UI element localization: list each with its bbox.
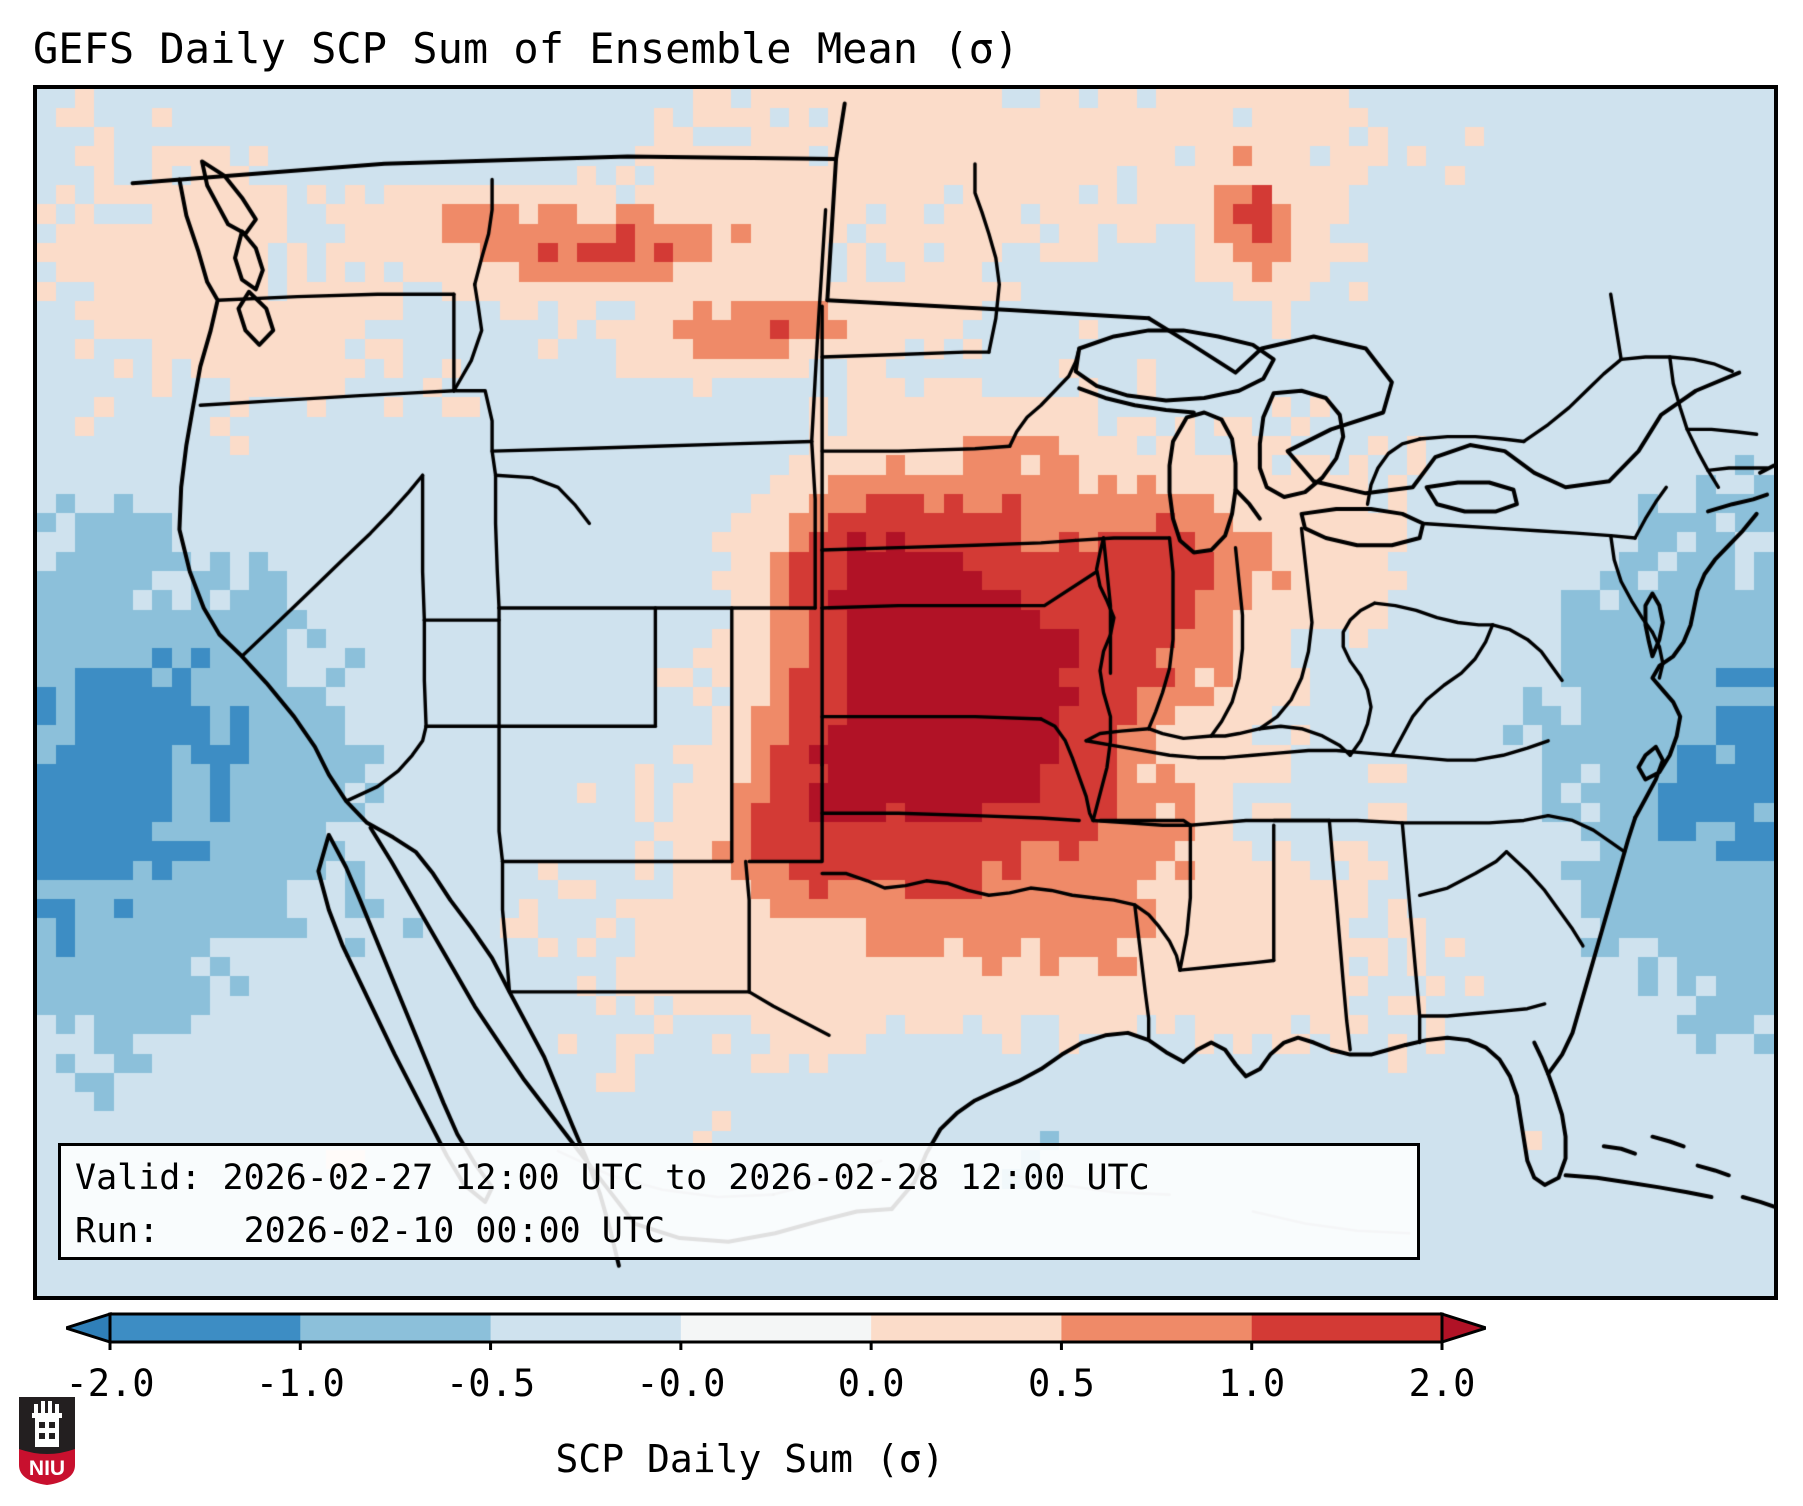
colorbar-segment [490,1314,682,1342]
colorbar-tick-label: 1.0 [1218,1362,1286,1405]
page-title: GEFS Daily SCP Sum of Ensemble Mean (σ) [33,24,1020,73]
valid-run-info-box: Valid: 2026-02-27 12:00 UTC to 2026-02-2… [58,1143,1420,1260]
colorbar-tick-label: -1.0 [255,1362,345,1405]
colorbar-segment [680,1314,872,1342]
niu-logo: NIU [19,1397,75,1485]
colorbar-segment [871,1314,1063,1342]
colorbar-tick-label: -0.5 [446,1362,536,1405]
valid-time-line: Valid: 2026-02-27 12:00 UTC to 2026-02-2… [75,1158,1150,1198]
map-panel [33,85,1778,1300]
colorbar-tick-label: -0.0 [636,1362,726,1405]
colorbar-segment [300,1314,492,1342]
run-time-line: Run: 2026-02-10 00:00 UTC [75,1211,666,1251]
colorbar-extend-min [66,1311,112,1345]
scp-heatmap-canvas [37,89,1774,1296]
colorbar[interactable] [66,1310,1486,1350]
colorbar-axis-label: SCP Daily Sum (σ) [555,1437,945,1481]
colorbar-tick-label: 2.0 [1408,1362,1476,1405]
colorbar-tick-label: 0.0 [837,1362,905,1405]
colorbar-segment [1251,1314,1443,1342]
colorbar-swatches [66,1311,1486,1350]
colorbar-tick-label: -2.0 [65,1362,155,1405]
colorbar-segment [1061,1314,1253,1342]
niu-logo-text: NIU [29,1457,65,1480]
niu-window-grid [39,1422,55,1439]
colorbar-segment [110,1314,301,1342]
colorbar-region: -2.0 -1.0 -0.5 -0.0 0.0 0.5 1.0 2.0 SCP Daily S… [0,1300,1803,1506]
colorbar-tick-label: 0.5 [1028,1362,1095,1405]
colorbar-extend-max [1440,1311,1486,1345]
